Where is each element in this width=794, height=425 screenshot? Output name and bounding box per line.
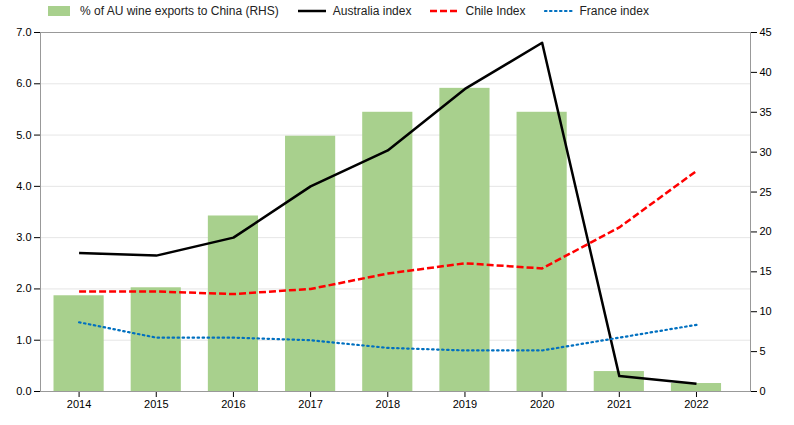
svg-text:2020: 2020	[530, 398, 554, 410]
svg-text:6.0: 6.0	[16, 77, 31, 89]
svg-text:2018: 2018	[376, 398, 400, 410]
svg-text:4.0: 4.0	[16, 180, 31, 192]
svg-text:2015: 2015	[144, 398, 168, 410]
svg-text:10: 10	[760, 305, 772, 317]
svg-text:3.0: 3.0	[16, 231, 31, 243]
svg-text:5: 5	[760, 345, 766, 357]
svg-text:25: 25	[760, 186, 772, 198]
html-text:Chile Index: Chile Index	[465, 4, 526, 18]
html-text:% of AU wine exports to China: % of AU wine exports to China (RHS)	[80, 4, 279, 18]
svg-text:0: 0	[760, 385, 766, 397]
html-text:Australia index: Australia index	[332, 4, 412, 18]
svg-text:1.0: 1.0	[16, 334, 31, 346]
svg-text:2021: 2021	[607, 398, 631, 410]
svg-text:15: 15	[760, 265, 772, 277]
html-text:France index: France index	[579, 4, 649, 18]
svg-text:40: 40	[760, 66, 772, 78]
svg-text:30: 30	[760, 146, 772, 158]
svg-text:45: 45	[760, 26, 772, 38]
svg-text:5.0: 5.0	[16, 129, 31, 141]
svg-text:35: 35	[760, 106, 772, 118]
svg-text:2017: 2017	[298, 398, 322, 410]
svg-text:2019: 2019	[453, 398, 477, 410]
svg-text:2022: 2022	[684, 398, 708, 410]
svg-text:2014: 2014	[67, 398, 91, 410]
svg-text:7.0: 7.0	[16, 26, 31, 38]
svg-text:2.0: 2.0	[16, 282, 31, 294]
svg-text:0.0: 0.0	[16, 385, 31, 397]
svg-text:20: 20	[760, 225, 772, 237]
svg-text:2016: 2016	[221, 398, 245, 410]
